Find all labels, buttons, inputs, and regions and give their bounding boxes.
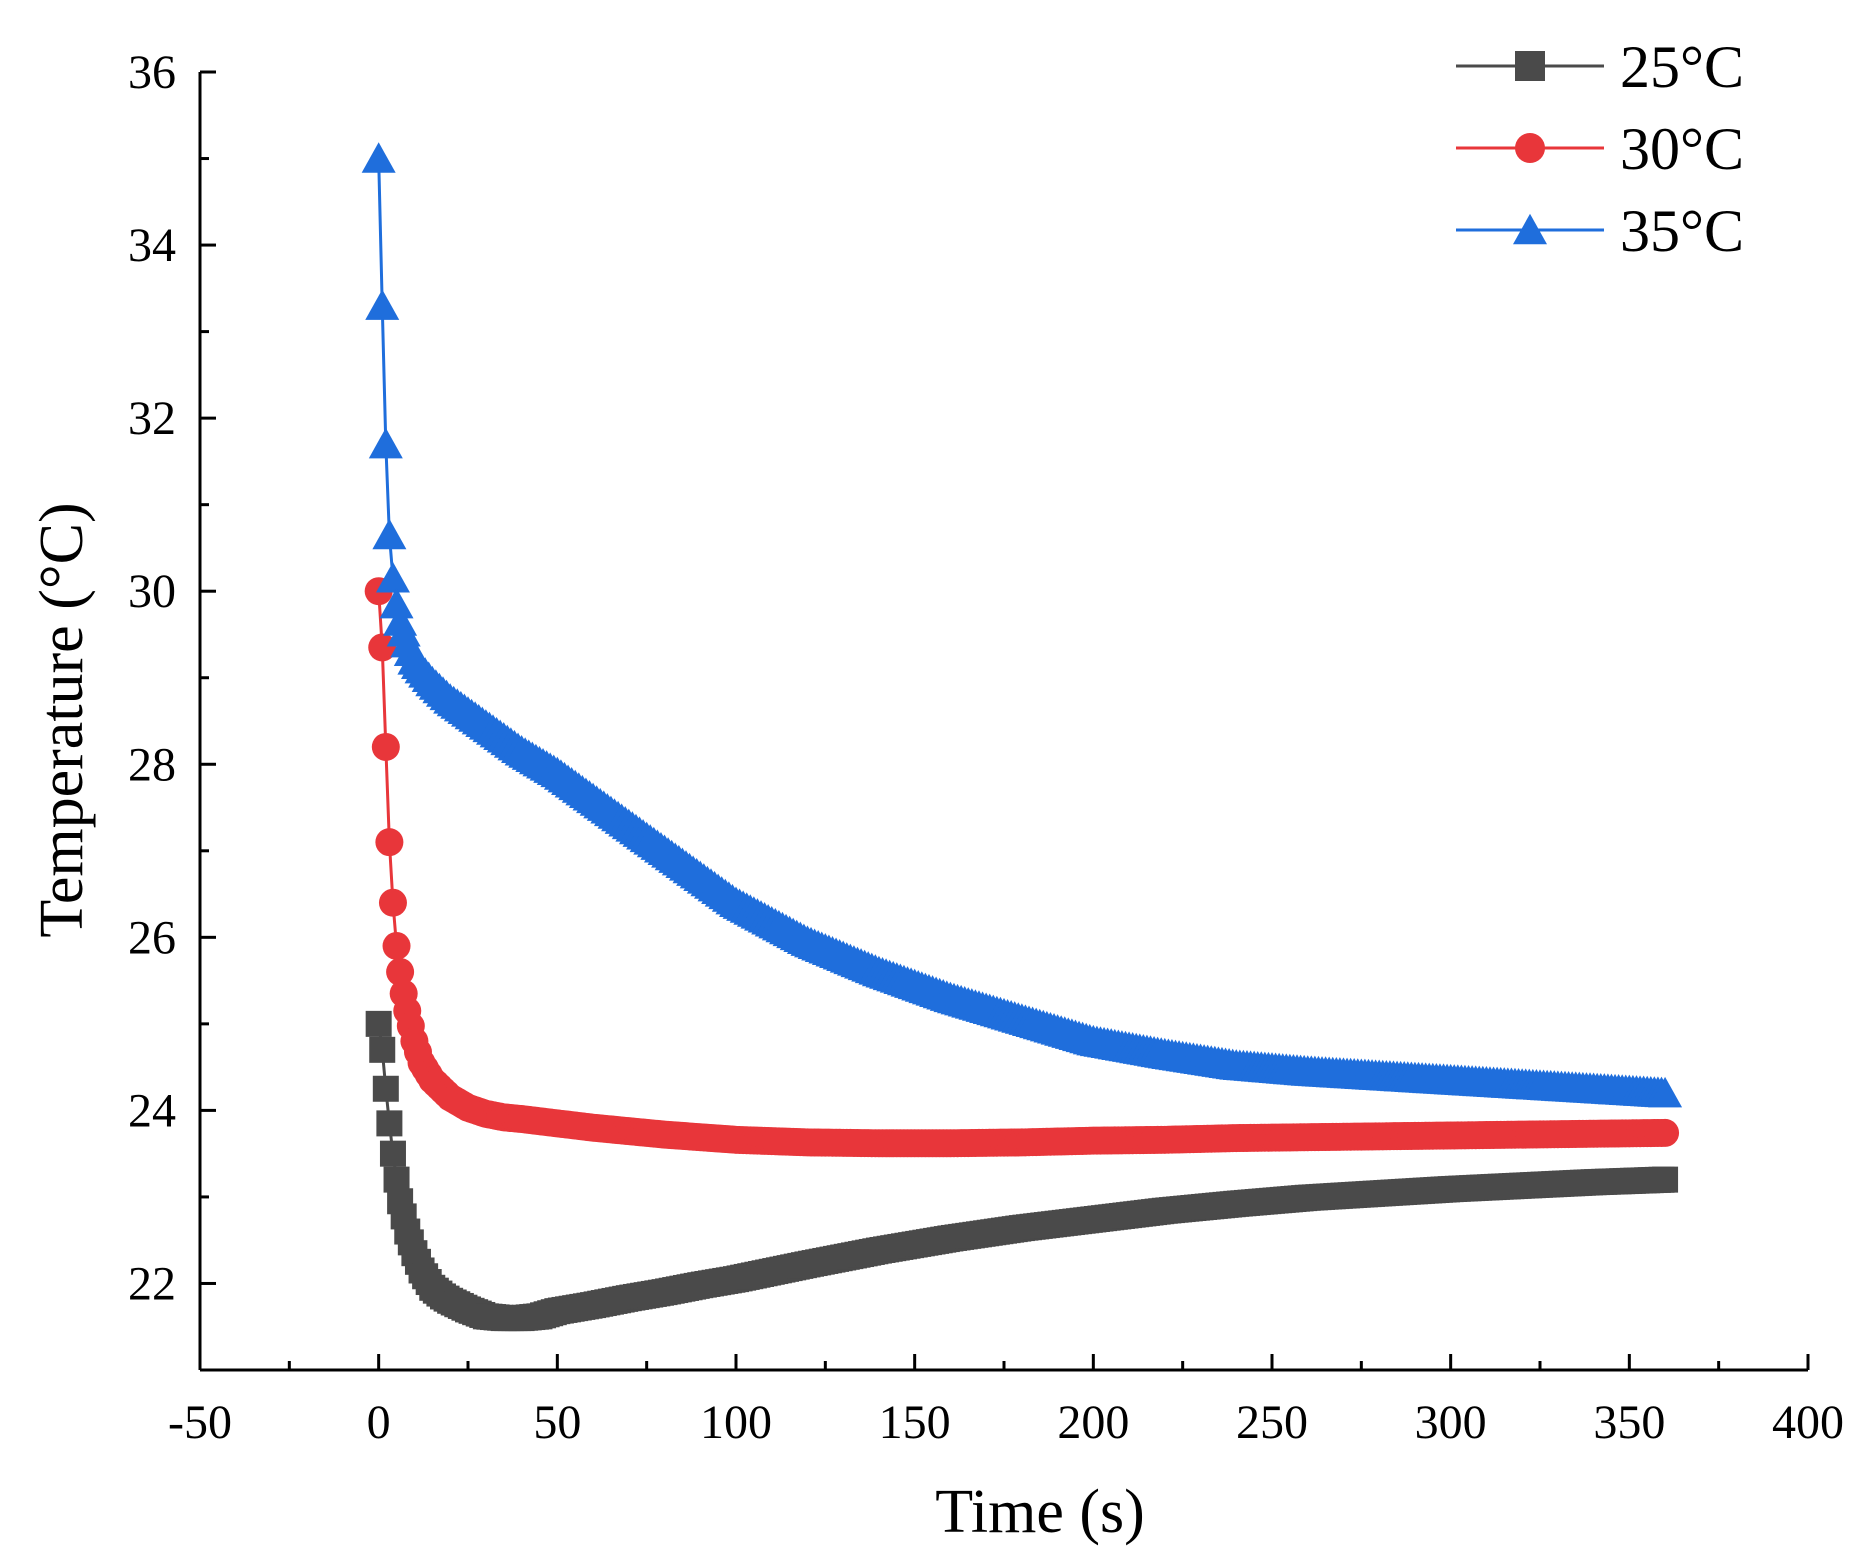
- data-point: [375, 828, 404, 857]
- series-line: [377, 591, 1666, 1145]
- series-circle: [364, 577, 1680, 1158]
- x-tick-label: 50: [533, 1396, 581, 1449]
- y-tick-label: 36: [128, 46, 176, 99]
- data-point: [376, 1110, 403, 1137]
- legend-item: 35°C: [1456, 198, 1744, 264]
- data-point: [372, 1075, 399, 1102]
- x-tick-label: 400: [1772, 1396, 1844, 1449]
- x-tick-label: 100: [700, 1396, 772, 1449]
- legend-marker: [1515, 51, 1545, 81]
- data-point: [1652, 1166, 1679, 1193]
- x-tick-label: 0: [367, 1396, 391, 1449]
- data-point: [371, 732, 400, 761]
- plot-marks: [361, 142, 1683, 1332]
- data-point: [368, 427, 403, 459]
- y-tick-label: 28: [128, 738, 176, 791]
- x-tick-label: 300: [1415, 1396, 1487, 1449]
- x-tick-label: -50: [168, 1396, 232, 1449]
- legend-marker: [1515, 133, 1545, 163]
- data-point: [379, 587, 414, 619]
- data-point: [1648, 1076, 1683, 1108]
- data-point: [365, 1010, 392, 1037]
- data-point: [375, 561, 410, 593]
- data-point: [1651, 1118, 1680, 1147]
- data-point: [386, 957, 415, 986]
- series-line: [377, 158, 1666, 1095]
- legend-item: 25°C: [1456, 34, 1744, 100]
- x-tick-label: 250: [1236, 1396, 1308, 1449]
- legend-label: 25°C: [1620, 34, 1744, 100]
- y-tick-label: 26: [128, 911, 176, 964]
- x-axis-title: Time (s): [935, 1478, 1145, 1546]
- data-point: [372, 518, 407, 550]
- data-point: [378, 888, 407, 917]
- x-tick-label: 350: [1593, 1396, 1665, 1449]
- data-point: [382, 931, 411, 960]
- data-point: [369, 1036, 396, 1063]
- series-triangle: [361, 142, 1683, 1108]
- y-tick-label: 22: [128, 1257, 176, 1310]
- y-tick-label: 34: [128, 219, 176, 272]
- legend-label: 35°C: [1620, 198, 1744, 264]
- y-tick-label: 24: [128, 1084, 176, 1137]
- x-tick-label: 200: [1057, 1396, 1129, 1449]
- y-tick-label: 32: [128, 392, 176, 445]
- data-point: [365, 289, 400, 320]
- ticks: -50 0 50 100 150 200 250 300 350 400 22 24 26 28 30 32 3…: [128, 46, 1844, 1449]
- legend-item: 30°C: [1456, 116, 1744, 182]
- y-tick-label: 30: [128, 565, 176, 618]
- legend: 25°C 30°C 35°C: [1456, 34, 1744, 264]
- legend-label: 30°C: [1620, 116, 1744, 182]
- data-point: [361, 142, 396, 173]
- y-axis-title: Temperature (°C): [28, 502, 96, 937]
- data-point: [368, 633, 397, 662]
- x-tick-label: 150: [879, 1396, 951, 1449]
- legend-marker: [1513, 213, 1547, 245]
- data-point: [379, 1140, 406, 1167]
- series-square: [365, 1010, 1679, 1332]
